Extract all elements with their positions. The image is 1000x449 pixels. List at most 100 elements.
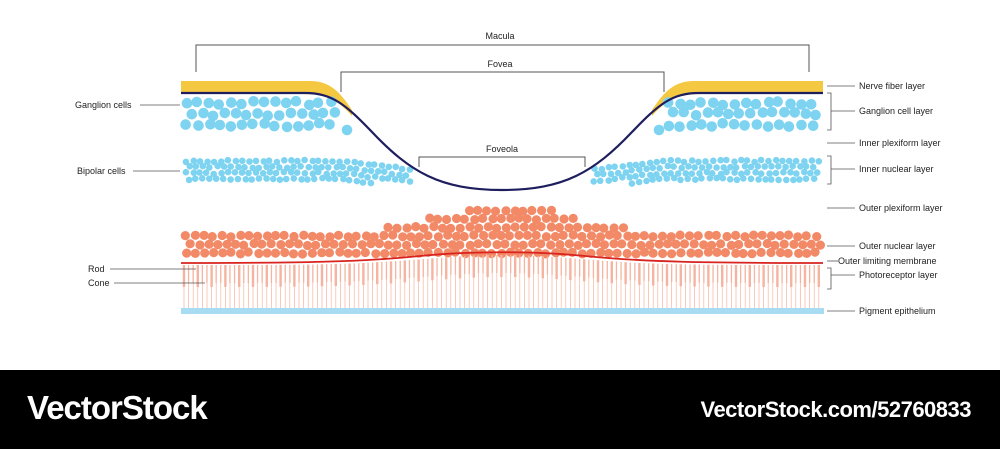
bipolar-cell (252, 157, 260, 165)
nuclear-cell (371, 249, 381, 259)
rod-cell (579, 258, 581, 277)
bipolar-cell (815, 158, 823, 165)
nuclear-cell (775, 248, 786, 258)
ganglion-cell (225, 121, 237, 132)
ganglion-cell (723, 108, 734, 120)
bipolar-cell (350, 170, 358, 178)
nuclear-cell (596, 232, 606, 242)
ganglion-cell (304, 99, 315, 111)
bipolar-cell (388, 170, 396, 178)
outer-nuclear-layer-label: Outer nuclear layer (859, 241, 936, 251)
bipolar-cell (653, 158, 660, 166)
bipolar-cell (263, 175, 270, 182)
bipolar-cell (288, 157, 295, 164)
nuclear-cell (488, 214, 498, 224)
nuclear-cell (388, 230, 398, 240)
ganglion-cell (805, 99, 817, 110)
rod-cell (229, 265, 231, 283)
bipolar-cell (406, 178, 414, 185)
bipolar-cell (809, 163, 817, 171)
nuclear-cell (770, 240, 780, 250)
bipolar-cell (357, 160, 365, 167)
bipolar-cell (626, 161, 633, 169)
ganglion-cell (207, 110, 219, 122)
nuclear-cell (455, 223, 465, 233)
nuclear-cell (612, 230, 622, 241)
bipolar-cell (218, 158, 225, 165)
ganglion-cell (258, 96, 270, 108)
rod-cell (671, 264, 673, 283)
bipolar-cell (330, 170, 338, 177)
bipolar-cell (245, 169, 252, 177)
bipolar-cell (754, 163, 762, 170)
bipolar-cell (342, 170, 350, 177)
nuclear-cell (411, 222, 421, 232)
rod-cell (551, 256, 553, 275)
ganglion-cell (236, 98, 247, 110)
nuclear-cell (779, 239, 789, 249)
rod-cell (408, 260, 411, 279)
ganglion-cell (312, 97, 324, 109)
bipolar-cell (738, 156, 745, 164)
bipolar-cell (792, 157, 800, 165)
nuclear-cell (190, 248, 200, 258)
nuclear-cell (722, 231, 732, 242)
bipolar-cell (265, 157, 273, 164)
nuclear-cell (789, 239, 799, 249)
nuclear-cell (276, 240, 286, 250)
bipolar-cell (294, 157, 301, 165)
cone-cell (762, 265, 765, 287)
nuclear-cell (374, 239, 384, 249)
bipolar-cell (298, 176, 305, 183)
bipolar-cell (670, 163, 677, 170)
bipolar-cell (802, 175, 810, 182)
bipolar-cell (755, 176, 762, 183)
bipolar-cell (310, 175, 318, 183)
photoreceptor-group (182, 255, 820, 308)
cone-cell (527, 255, 531, 278)
nuclear-cell (302, 240, 313, 251)
bipolar-cell (594, 170, 601, 178)
cone-cell (251, 264, 255, 287)
ganglion-cell (219, 107, 231, 119)
nuclear-cell (577, 249, 588, 259)
bipolar-cell (766, 170, 773, 177)
nuclear-cell (591, 223, 601, 233)
nuclear-cell (459, 231, 469, 242)
outer-nuclear-cell-group (180, 205, 826, 259)
nuclear-cell (604, 248, 614, 258)
bipolar-cell (370, 161, 378, 168)
cone-cell (569, 258, 572, 281)
ganglion-cell-group (180, 95, 821, 136)
nuclear-cell (775, 231, 785, 241)
nuclear-cell (528, 239, 538, 249)
bipolar-cell (691, 164, 698, 171)
nuclear-cell (554, 222, 565, 233)
nuclear-cell (433, 232, 443, 242)
rod-label: Rod (88, 264, 105, 274)
nuclear-cell (438, 239, 449, 249)
bipolar-cell (367, 167, 375, 175)
bipolar-cell (384, 175, 392, 182)
ganglion-cell (717, 118, 728, 129)
cone-cell (541, 256, 544, 279)
bipolar-cell (367, 179, 375, 187)
bipolar-cell (698, 164, 706, 171)
ganglion-cell (236, 119, 248, 131)
ganglion-cell (783, 121, 795, 132)
rod-cell (477, 255, 480, 274)
bipolar-cell (797, 163, 804, 170)
rod-cell (799, 265, 802, 283)
nuclear-cell (618, 223, 629, 233)
rod-cell (574, 258, 576, 277)
nuclear-cell (293, 239, 303, 249)
rod-cell (505, 255, 507, 273)
rod-cell (353, 263, 355, 282)
cone-cell (403, 260, 406, 283)
nuclear-cell (712, 247, 722, 257)
nuclear-cell (568, 213, 578, 223)
nuclear-cell (285, 239, 295, 249)
bipolar-cell (339, 163, 347, 171)
nuclear-cell (473, 205, 483, 215)
rod-cell (395, 261, 397, 280)
